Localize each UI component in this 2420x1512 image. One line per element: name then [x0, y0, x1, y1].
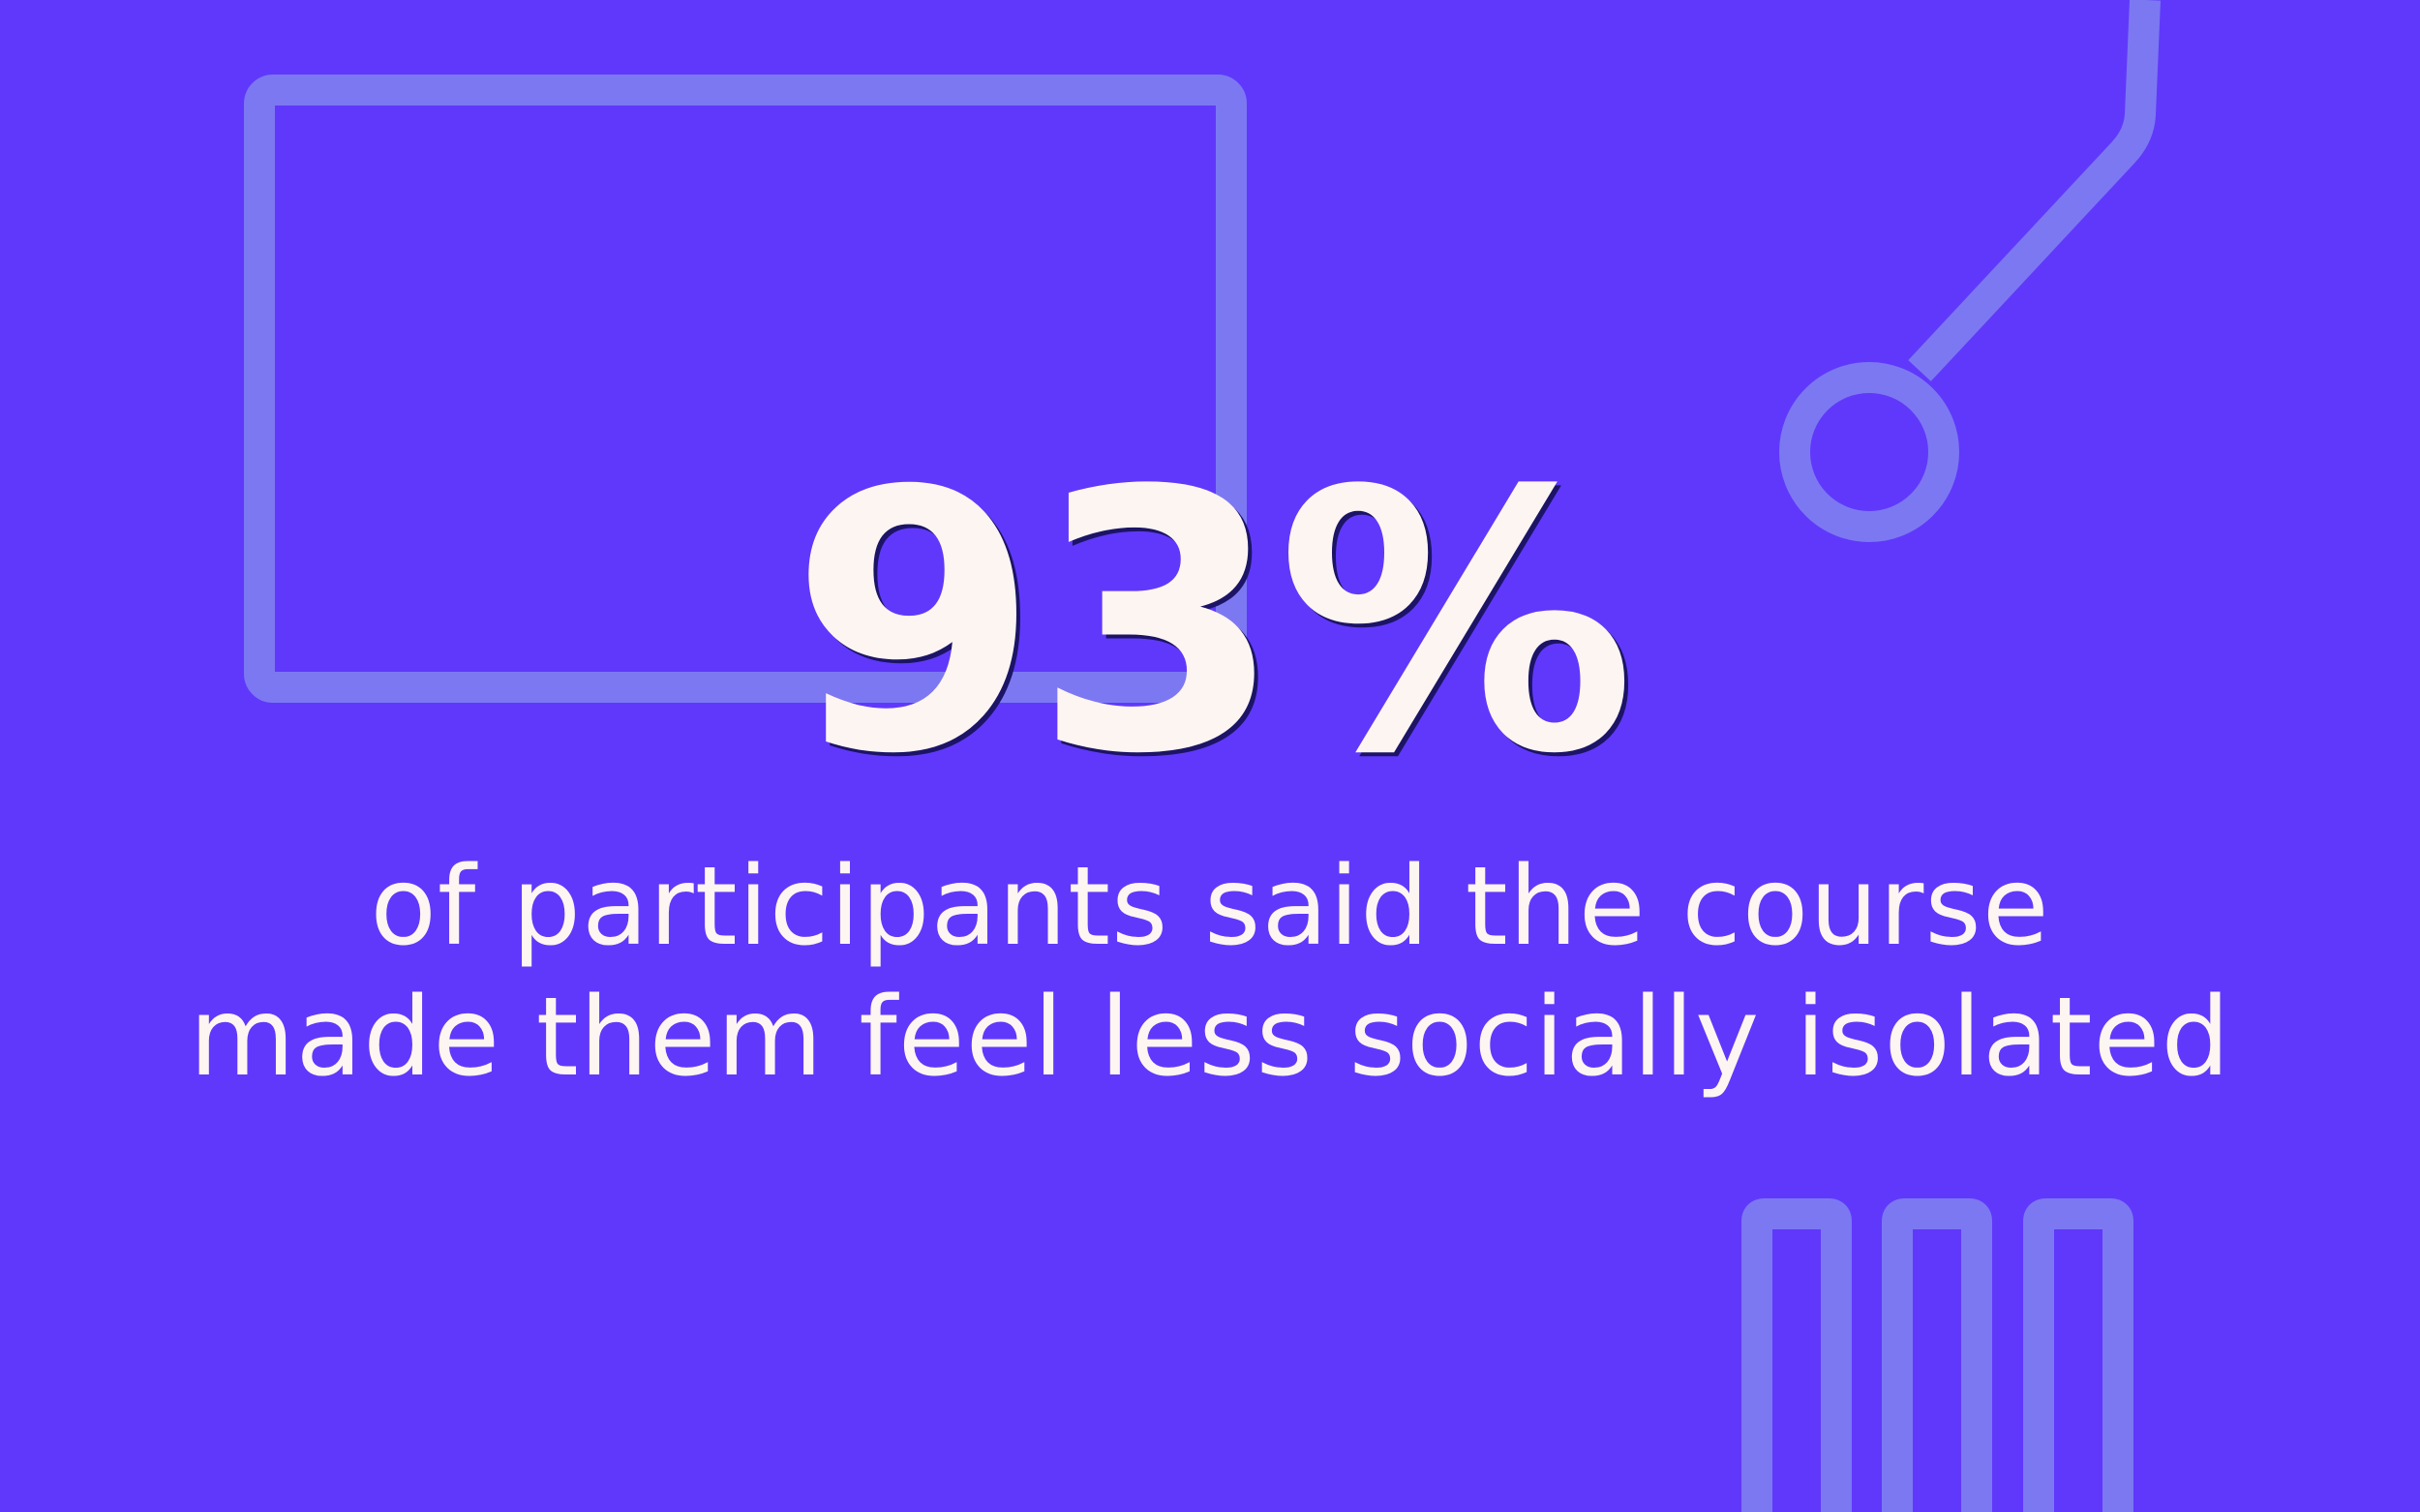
rectangle-frame-outline — [244, 75, 1247, 703]
stat-percentage: 93% — [790, 416, 1636, 832]
connector-line-outline — [1908, 0, 2161, 381]
caption-line-1: of participants said the course — [370, 844, 2050, 970]
stat-caption: of participants said the course made the… — [0, 842, 2420, 1104]
caption-line-2: made them feel less socially isolated — [189, 975, 2231, 1101]
bar-outline-3 — [2023, 1198, 2133, 1512]
circle-node-outline — [1779, 362, 1959, 542]
bar-outline-1 — [1741, 1198, 1852, 1512]
bar-outline-2 — [1882, 1198, 1992, 1512]
